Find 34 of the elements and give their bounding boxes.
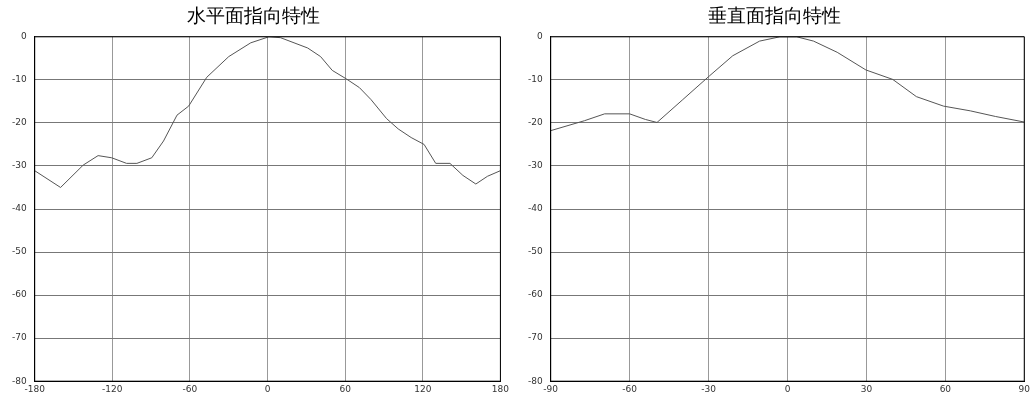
x-tick-label: 60 (939, 383, 952, 394)
y-tick-label: 0 (536, 31, 543, 42)
x-tick-label: 60 (339, 383, 352, 394)
y-tick-label: -10 (12, 74, 27, 85)
y-tick-label: -20 (12, 117, 27, 128)
x-tick-label: -180 (24, 383, 46, 394)
y-tick-label: -60 (528, 289, 543, 300)
x-tick-label: -30 (701, 383, 717, 394)
y-tick-label: -60 (12, 289, 27, 300)
y-tick-label: -70 (528, 332, 543, 343)
y-tick-label: -40 (12, 203, 27, 214)
x-tick-label: -90 (543, 383, 559, 394)
x-tick-label: 0 (784, 383, 791, 394)
y-tick-label: -10 (528, 74, 543, 85)
x-tick-label: -60 (622, 383, 638, 394)
y-tick-label: -40 (528, 203, 543, 214)
x-tick-label: 0 (264, 383, 271, 394)
x-tick-label: -60 (182, 383, 198, 394)
y-tick-label: -70 (12, 332, 27, 343)
y-tick-label: -80 (528, 375, 543, 386)
y-tick-label: -30 (12, 160, 27, 171)
y-tick-label: -30 (528, 160, 543, 171)
y-tick-label: -50 (12, 246, 27, 257)
y-tick-label: -20 (528, 117, 543, 128)
chart-title: 水平面指向特性 (186, 4, 320, 27)
x-tick-label: 120 (414, 383, 432, 394)
chart-title: 垂直面指向特性 (708, 4, 841, 27)
x-tick-label: 90 (1018, 383, 1031, 394)
y-tick-label: -50 (528, 246, 543, 257)
x-tick-label: 30 (860, 383, 873, 394)
y-tick-label: -80 (12, 375, 27, 386)
y-tick-label: 0 (20, 31, 27, 42)
x-tick-label: 180 (491, 383, 510, 394)
x-tick-label: -120 (102, 383, 123, 394)
